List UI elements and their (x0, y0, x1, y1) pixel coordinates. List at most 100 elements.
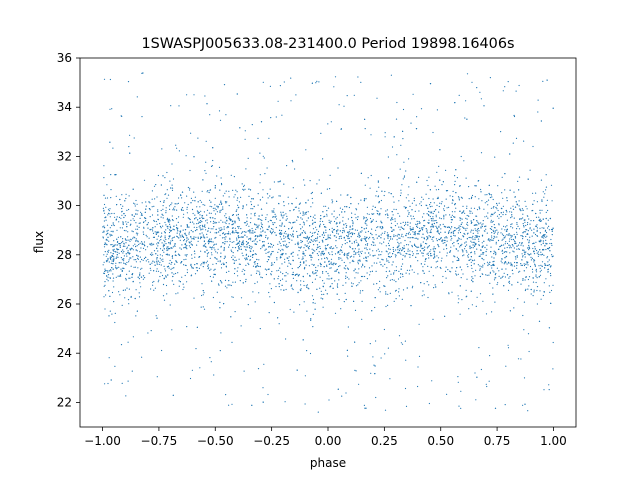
data-point (159, 254, 161, 256)
data-point (363, 200, 365, 202)
data-point (135, 261, 137, 263)
data-point (202, 234, 204, 236)
data-point (540, 244, 542, 246)
data-point (113, 240, 115, 242)
data-point (279, 231, 281, 234)
data-point (224, 215, 226, 217)
data-point (272, 223, 274, 226)
data-point (488, 380, 490, 382)
data-point (229, 237, 231, 239)
data-point (278, 283, 280, 285)
data-point (442, 239, 444, 241)
data-point (457, 258, 460, 260)
data-point (302, 339, 304, 341)
data-point (438, 188, 440, 191)
data-point (460, 223, 462, 225)
data-point (182, 229, 184, 231)
data-point (369, 271, 371, 273)
data-point (215, 222, 218, 224)
data-point (309, 254, 311, 256)
data-point (442, 223, 444, 225)
data-point (548, 384, 550, 386)
data-point (189, 242, 191, 244)
data-point (376, 213, 379, 215)
data-point (463, 227, 465, 229)
data-point (474, 196, 476, 198)
data-point (168, 238, 170, 240)
data-point (260, 248, 262, 250)
data-point (153, 261, 156, 263)
data-point (524, 253, 526, 255)
data-point (136, 254, 138, 256)
data-point (228, 280, 230, 282)
data-point (470, 252, 472, 254)
data-point (375, 270, 377, 272)
data-point (134, 243, 136, 245)
data-point (416, 250, 418, 252)
data-point (479, 249, 482, 251)
data-point (201, 232, 203, 234)
data-point (398, 249, 401, 252)
data-point (501, 262, 503, 264)
data-point (471, 194, 474, 197)
data-point (132, 249, 134, 251)
data-point (110, 230, 112, 232)
data-point (487, 239, 489, 241)
data-point (426, 179, 428, 182)
data-point (205, 140, 207, 142)
data-point (403, 245, 405, 247)
data-point (291, 159, 293, 162)
data-point (304, 403, 306, 405)
data-point (364, 236, 366, 238)
data-point (323, 223, 325, 226)
data-point (527, 278, 530, 281)
data-point (175, 293, 177, 295)
data-point (312, 298, 315, 301)
data-point (125, 395, 127, 397)
data-point (175, 260, 177, 262)
data-point (102, 207, 104, 209)
data-point (182, 209, 184, 211)
data-point (474, 245, 476, 247)
data-point (114, 321, 116, 324)
data-point (346, 276, 348, 278)
data-point (365, 217, 367, 219)
data-point (412, 237, 414, 239)
data-point (438, 225, 440, 227)
data-point (480, 266, 482, 268)
data-point (235, 231, 237, 233)
data-point (440, 203, 442, 205)
data-point (184, 202, 186, 204)
data-point (107, 208, 110, 210)
data-point (345, 226, 347, 228)
data-point (220, 177, 222, 179)
data-point (223, 263, 225, 265)
data-point (466, 223, 468, 225)
data-point (316, 288, 318, 290)
data-point (206, 253, 209, 255)
data-point (312, 313, 314, 315)
data-point (174, 203, 176, 205)
data-point (280, 215, 282, 217)
data-point (233, 272, 236, 275)
data-point (415, 245, 417, 247)
data-point (454, 227, 456, 229)
data-point (490, 221, 492, 223)
data-point (436, 171, 438, 173)
data-point (306, 220, 308, 222)
data-point (221, 203, 223, 205)
data-point (380, 234, 382, 236)
data-point (512, 205, 514, 207)
data-point (470, 247, 472, 249)
data-point (515, 201, 517, 203)
data-point (156, 258, 158, 260)
data-point (169, 227, 172, 229)
data-point (471, 237, 473, 239)
data-point (355, 370, 357, 372)
data-point (268, 226, 270, 228)
data-point (432, 218, 434, 220)
data-point (256, 281, 258, 283)
data-point (485, 383, 487, 385)
data-point (394, 220, 396, 222)
data-point (211, 206, 213, 208)
